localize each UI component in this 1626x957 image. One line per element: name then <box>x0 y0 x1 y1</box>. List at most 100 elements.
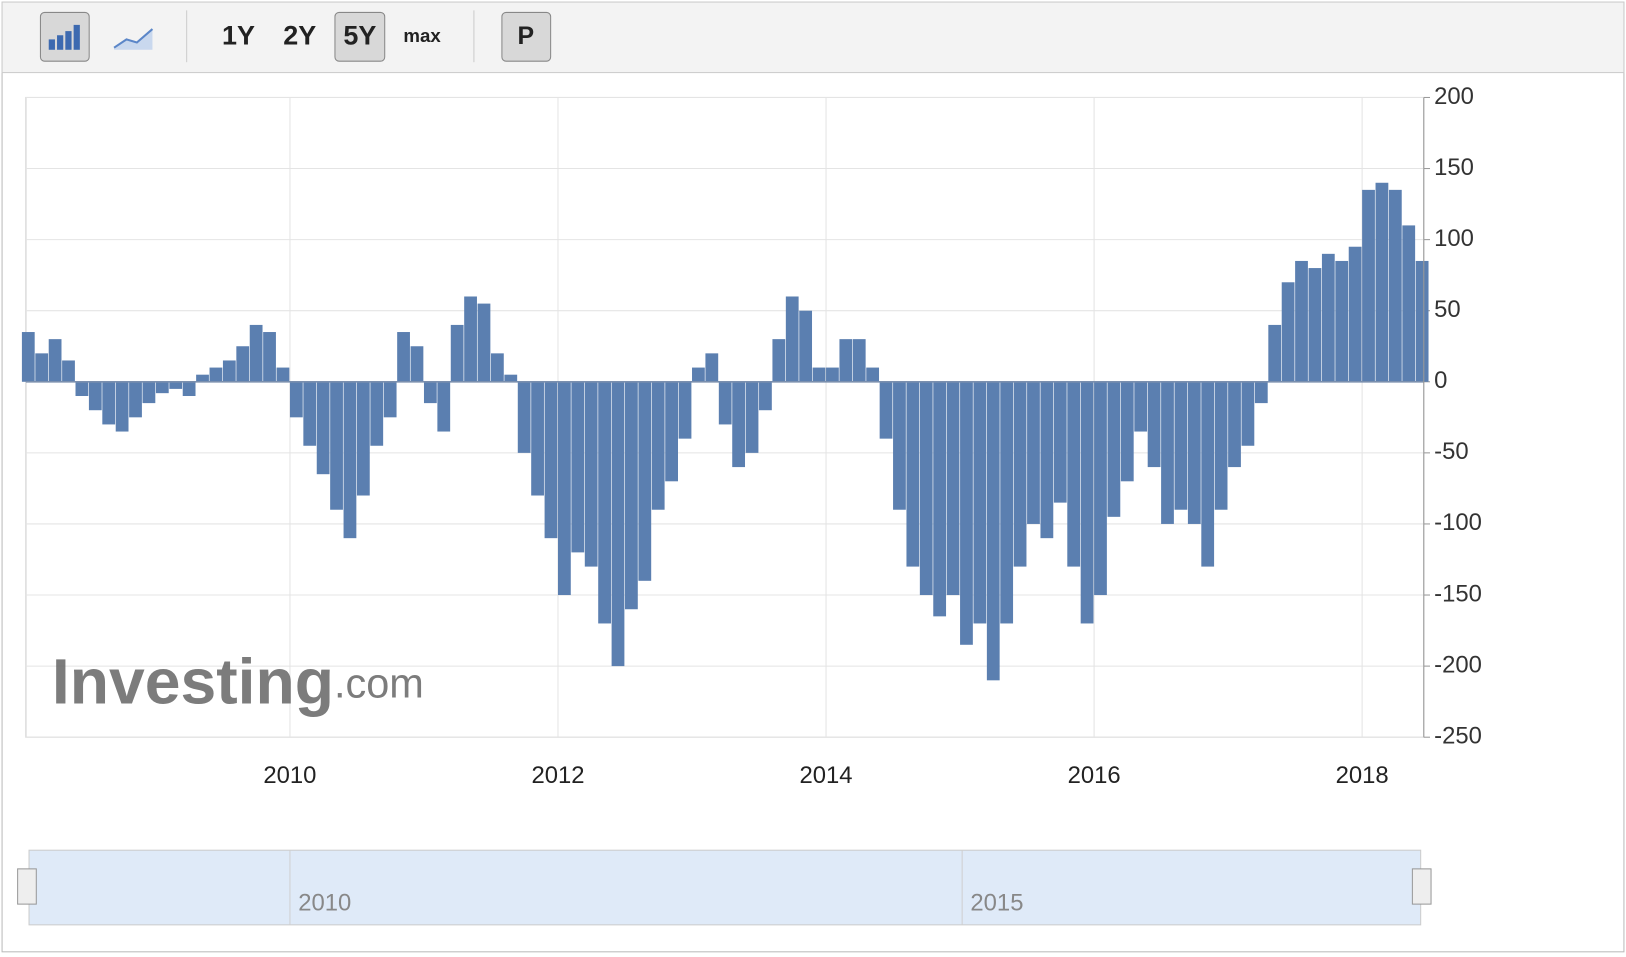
watermark: Investing.com <box>52 645 424 717</box>
range-button[interactable]: 1Y <box>222 20 255 50</box>
toolbar <box>1 1 1625 74</box>
x-tick-label: 2010 <box>263 762 316 789</box>
range-button-active <box>334 11 386 62</box>
x-tick-label: 2012 <box>531 762 584 789</box>
bar <box>1362 189 1375 382</box>
bar <box>1053 381 1067 503</box>
range-buttons: 1Y 2Y 5Y max <box>222 11 441 62</box>
bar <box>21 332 35 382</box>
bar <box>129 381 142 418</box>
bar <box>1388 189 1402 382</box>
bar <box>759 381 772 411</box>
bar <box>1040 381 1054 539</box>
bar <box>946 381 960 596</box>
bar <box>1308 268 1322 382</box>
navigator-tick-label: 2010 <box>298 889 351 916</box>
bar <box>35 353 49 382</box>
bar <box>812 367 826 382</box>
bar <box>557 381 571 596</box>
bar <box>973 381 987 624</box>
y-tick-label: 150 <box>1434 154 1474 181</box>
bar <box>1254 381 1268 404</box>
navigator-handle[interactable] <box>17 868 37 905</box>
bar <box>423 381 437 404</box>
bar <box>1027 381 1040 524</box>
bar <box>665 381 678 482</box>
y-tick-label: 50 <box>1434 296 1461 323</box>
bar <box>1080 381 1094 624</box>
bar <box>1094 381 1107 596</box>
bar <box>437 381 451 432</box>
bar <box>115 381 129 432</box>
line-chart-button[interactable] <box>113 28 154 50</box>
bar <box>316 381 330 475</box>
p-button[interactable]: P <box>501 11 552 62</box>
bar <box>785 296 799 382</box>
y-tick-label: -200 <box>1434 651 1482 678</box>
bar <box>839 339 853 382</box>
bar <box>383 381 397 418</box>
watermark-brand-text: Investing <box>52 645 334 717</box>
range-button[interactable]: 2Y <box>283 20 316 50</box>
bar <box>732 381 746 468</box>
bar <box>169 381 183 389</box>
bar <box>1107 381 1121 517</box>
bar <box>1174 381 1188 510</box>
bar <box>1161 381 1174 524</box>
bar <box>1134 381 1148 432</box>
bar <box>1335 260 1349 382</box>
bar <box>571 381 585 553</box>
bar <box>410 346 424 382</box>
bar <box>531 381 544 496</box>
bar <box>879 381 893 439</box>
bar <box>48 339 62 382</box>
bar <box>62 360 75 382</box>
bar <box>1375 182 1389 382</box>
navigator-handle[interactable] <box>1411 868 1432 905</box>
bar-chart-button[interactable] <box>39 11 90 62</box>
range-button[interactable]: 5Y <box>343 20 376 50</box>
y-tick-label: -100 <box>1434 509 1482 536</box>
bar <box>397 332 410 382</box>
y-tick-label: 100 <box>1434 225 1474 252</box>
bar <box>236 346 250 382</box>
p-button-label[interactable]: P <box>517 22 534 50</box>
navigator-tick-label: 2015 <box>970 889 1023 916</box>
bar <box>960 381 973 645</box>
bar <box>75 381 89 397</box>
bar <box>598 381 611 624</box>
bar <box>678 381 692 439</box>
bar <box>330 381 343 510</box>
bar <box>155 381 169 394</box>
bar <box>249 324 263 382</box>
bar <box>196 374 209 382</box>
bar <box>343 381 357 539</box>
bar <box>1228 381 1241 468</box>
bar <box>933 381 947 617</box>
bar <box>1147 381 1161 468</box>
bar <box>289 381 303 418</box>
bar <box>142 381 156 404</box>
bar <box>370 381 384 446</box>
x-tick-label: 2018 <box>1336 762 1389 789</box>
bar <box>893 381 906 510</box>
range-button[interactable]: max <box>403 25 441 46</box>
bar <box>1187 381 1201 524</box>
bar <box>1295 260 1308 382</box>
bar <box>504 374 518 382</box>
y-tick-label: 0 <box>1434 367 1447 394</box>
bar <box>692 367 705 382</box>
bar <box>651 381 665 510</box>
y-tick-label: 200 <box>1434 83 1474 110</box>
bar <box>303 381 317 446</box>
bar <box>906 381 920 567</box>
bar <box>1241 381 1255 446</box>
bar <box>852 339 866 382</box>
bar <box>625 381 638 610</box>
bar <box>263 332 276 382</box>
navigator[interactable] <box>28 849 1422 926</box>
bar <box>450 324 464 382</box>
bar <box>718 381 732 425</box>
